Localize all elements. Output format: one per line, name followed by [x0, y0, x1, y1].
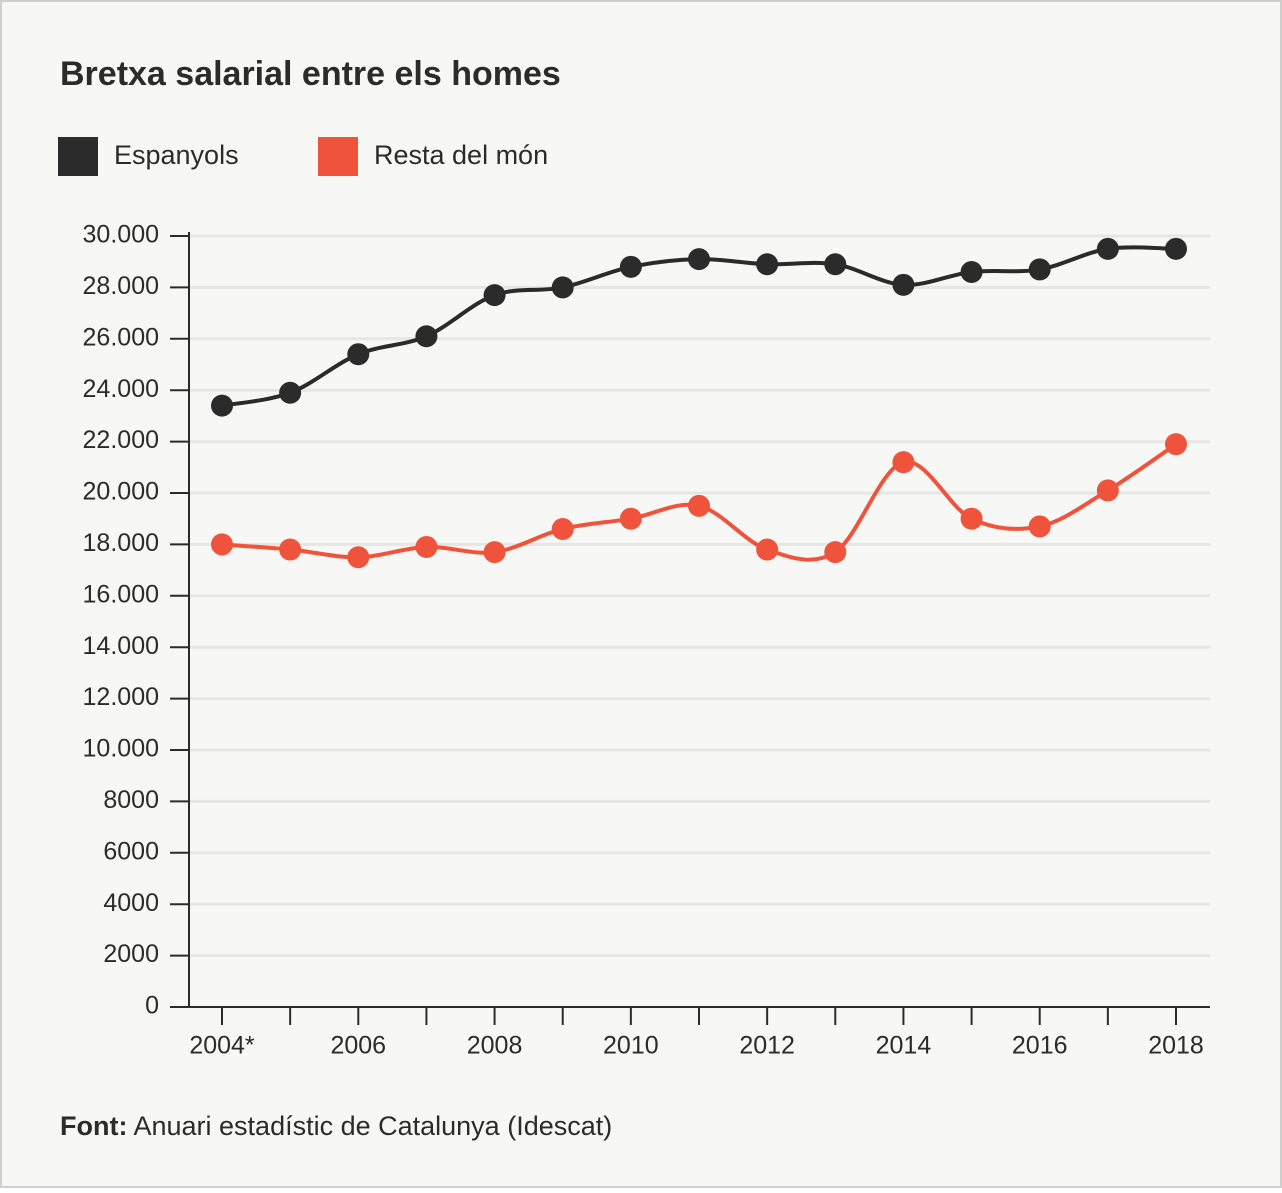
point [211, 394, 233, 417]
point [619, 255, 642, 278]
point [347, 343, 370, 366]
y-tick-label: 6000 [103, 837, 159, 865]
source-text: Anuari estadístic de Catalunya (Idescat) [133, 1111, 612, 1141]
point [347, 546, 370, 569]
x-tick-label: 2010 [603, 1032, 659, 1060]
y-tick-label: 24.000 [83, 375, 159, 403]
y-tick-label: 18.000 [83, 529, 159, 557]
point [756, 253, 779, 276]
point [1028, 515, 1051, 538]
legend-swatch [58, 137, 98, 176]
legend-label: Espanyols [114, 140, 239, 170]
y-tick-label: 22.000 [83, 426, 159, 454]
y-tick-label: 10.000 [83, 735, 159, 763]
y-tick-label: 2000 [103, 940, 159, 968]
point [1165, 237, 1187, 260]
point [279, 538, 302, 561]
point [688, 494, 710, 517]
point [619, 507, 642, 530]
point [1096, 479, 1119, 502]
point [1165, 433, 1187, 456]
legend-swatch [318, 137, 358, 176]
source: Font: Anuari estadístic de Catalunya (Id… [60, 1111, 612, 1141]
point [551, 517, 574, 540]
point [483, 284, 506, 307]
source-label: Font: [60, 1111, 127, 1141]
x-tick-label: 2012 [739, 1032, 795, 1060]
y-tick-label: 0 [145, 992, 159, 1020]
point [551, 276, 574, 299]
point [211, 533, 233, 556]
legend-label: Resta del món [374, 140, 548, 170]
point [892, 451, 915, 474]
point [756, 538, 779, 561]
x-tick-label: 2014 [876, 1032, 932, 1060]
point [483, 541, 506, 564]
y-tick-label: 30.000 [83, 221, 159, 249]
x-tick-label: 2004* [189, 1032, 255, 1060]
point [824, 253, 847, 276]
point [824, 541, 847, 564]
y-tick-label: 20.000 [83, 478, 159, 506]
point [279, 381, 302, 404]
y-tick-label: 8000 [103, 786, 159, 814]
y-tick-label: 4000 [103, 889, 159, 917]
x-tick-label: 2018 [1148, 1032, 1204, 1060]
x-tick-label: 2016 [1012, 1032, 1068, 1060]
line [221, 442, 1178, 562]
y-tick-label: 16.000 [83, 580, 159, 608]
y-tick-label: 12.000 [83, 683, 159, 711]
y-tick-label: 28.000 [83, 272, 159, 300]
y-tick-label: 26.000 [83, 323, 159, 351]
x-tick-label: 2006 [330, 1032, 386, 1060]
point [960, 507, 983, 530]
point [1028, 258, 1051, 281]
x-tick-label: 2008 [467, 1032, 523, 1060]
chart-title: Bretxa salarial entre els homes [60, 55, 561, 93]
y-tick-label: 14.000 [83, 632, 159, 660]
point [415, 325, 438, 348]
point [1096, 237, 1119, 260]
point [892, 273, 915, 296]
point [415, 535, 438, 558]
point [688, 248, 710, 271]
point [960, 260, 983, 283]
